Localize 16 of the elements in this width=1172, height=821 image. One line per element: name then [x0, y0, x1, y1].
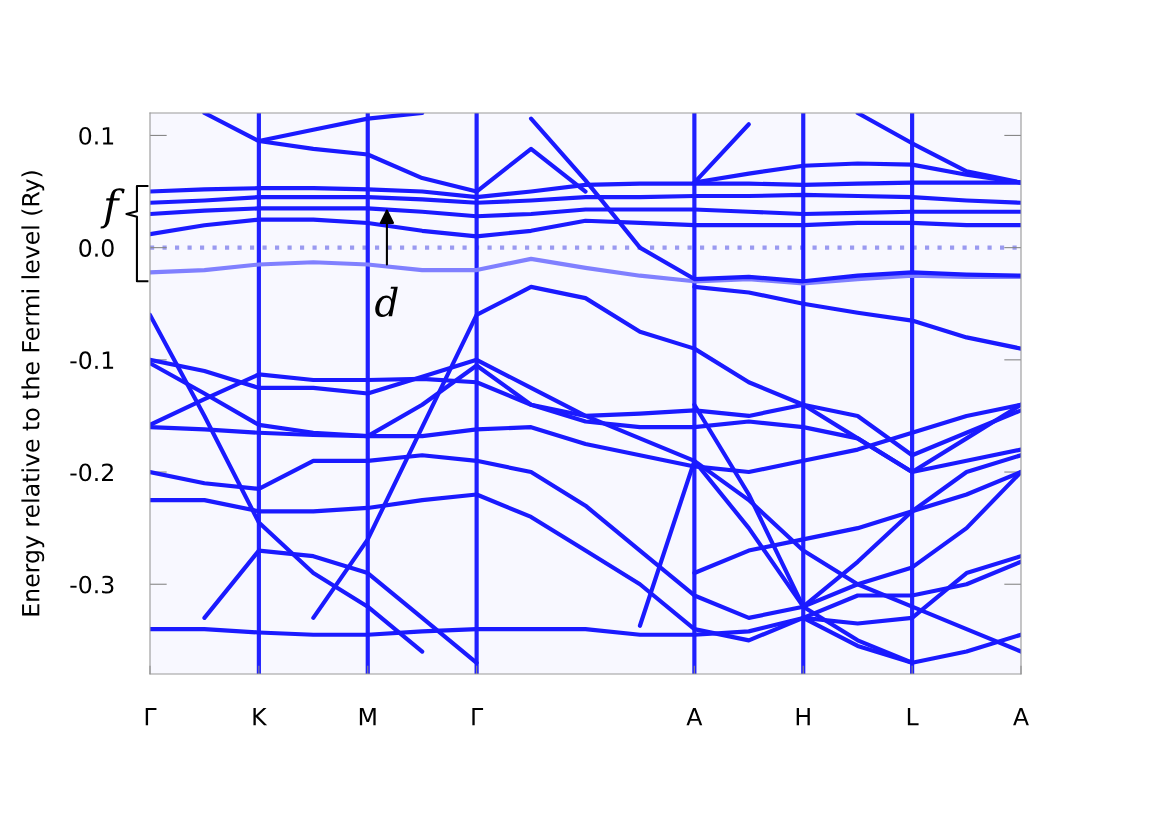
x-tick-label: Γ: [472, 708, 484, 726]
x-tick-label: Γ: [145, 708, 157, 726]
x-tick-label: M: [359, 708, 376, 726]
x-tick-label: K: [253, 708, 268, 726]
annotation: d: [375, 286, 398, 317]
x-tick-label: L: [907, 708, 919, 726]
y-tick-label: -0.3: [70, 575, 114, 594]
y-tick-label: -0.1: [70, 351, 114, 370]
x-tick-label: A: [686, 708, 703, 726]
text: f: [100, 188, 125, 229]
y-tick-label: -0.2: [70, 463, 113, 482]
x-tick-label: A: [1013, 708, 1029, 726]
y-tick-label: 0.0: [79, 239, 114, 257]
y-axis-title: Energy relative to the Fermi level (Ry): [21, 171, 45, 616]
x-tick-label: H: [796, 708, 810, 726]
y-tick-label: 0.1: [79, 126, 114, 145]
